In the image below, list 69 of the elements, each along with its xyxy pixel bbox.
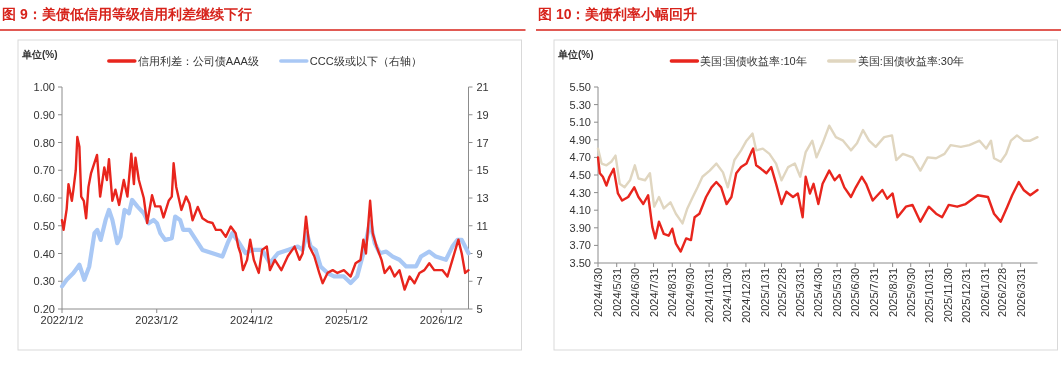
x-tick-label: 2024/5/31 [610, 268, 623, 317]
x-tick-label: 2025/11/30 [941, 268, 954, 323]
line-series [596, 147, 1039, 253]
y-tick-label: 0.30 [33, 275, 55, 288]
x-tick-label: 2024/7/31 [647, 268, 660, 317]
x-tick-label: 2026/1/31 [978, 268, 991, 317]
x-tick-label: 2024/6/30 [628, 268, 641, 317]
y-tick-label: 3.50 [569, 257, 591, 269]
x-tick-label: 2025/3/31 [793, 268, 806, 317]
x-tick-label: 2024/8/31 [665, 268, 678, 317]
x-tick-label: 2025/8/31 [886, 268, 899, 317]
legend-label: 信用利差：公司债AAA级 [137, 55, 259, 67]
y2-tick-label: 15 [476, 164, 489, 177]
x-tick-label: 2025/5/31 [830, 268, 843, 317]
x-tick-label: 2024/11/30 [720, 268, 733, 323]
y2-tick-label: 19 [476, 108, 489, 121]
y2-tick-label: 7 [476, 275, 483, 288]
x-tick-label: 2024/10/31 [702, 268, 715, 324]
y-tick-label: 4.90 [569, 133, 591, 146]
y-tick-label: 0.60 [33, 192, 55, 204]
x-tick-label: 2025/2/28 [775, 268, 788, 317]
line-series [60, 135, 470, 291]
y-tick-label: 0.40 [33, 247, 55, 260]
y-tick-label: 3.70 [569, 239, 591, 252]
line-series [596, 124, 1039, 225]
y-tick-label: 4.30 [569, 186, 591, 199]
y-tick-label: 0.50 [33, 219, 55, 232]
x-tick-label: 2024/1/2 [230, 314, 273, 326]
y2-tick-label: 5 [476, 303, 483, 315]
y-tick-label: 5.30 [569, 98, 591, 111]
y-tick-label: 1.00 [33, 81, 55, 93]
chart-title: 图 9：美债低信用等级信用利差继续下行 [2, 6, 252, 22]
x-tick-label: 2022/1/2 [40, 314, 84, 326]
legend-label: 美国:国债收益率:10年 [699, 55, 807, 67]
y-tick-label: 4.50 [569, 169, 591, 181]
x-tick-label: 2025/6/30 [848, 268, 861, 317]
x-tick-label: 2024/4/30 [591, 268, 604, 317]
x-tick-label: 2025/9/30 [904, 268, 917, 317]
legend-label: 美国:国债收益率:30年 [857, 55, 964, 67]
x-tick-label: 2024/9/30 [683, 268, 696, 317]
x-tick-label: 2025/1/31 [758, 268, 771, 317]
y-tick-label: 0.70 [33, 164, 55, 177]
y2-tick-label: 11 [476, 219, 488, 232]
x-tick-label: 2023/1/2 [135, 314, 179, 326]
y2-tick-label: 21 [476, 81, 489, 93]
x-tick-label: 2026/2/28 [995, 268, 1008, 317]
x-tick-label: 2025/7/31 [867, 268, 880, 317]
x-tick-label: 2025/10/31 [922, 268, 935, 324]
y-tick-label: 5.10 [569, 116, 591, 129]
y2-tick-label: 17 [476, 136, 489, 149]
y-tick-label: 0.20 [33, 303, 55, 315]
y-tick-label: 4.70 [569, 151, 591, 164]
y-tick-label: 5.50 [569, 81, 591, 93]
y-tick-label: 0.90 [33, 108, 55, 121]
y-tick-label: 3.90 [569, 221, 591, 234]
y-axis-title: 单位(%) [556, 49, 594, 60]
y-tick-label: 4.10 [569, 204, 591, 217]
x-tick-label: 2025/12/31 [959, 268, 972, 324]
y-axis-title: 单位(%) [21, 49, 58, 60]
x-tick-label: 2024/12/31 [739, 268, 752, 324]
legend-label: CCC级或以下（右轴） [309, 55, 422, 67]
x-tick-label: 2025/4/30 [811, 268, 824, 317]
y2-tick-label: 13 [476, 192, 489, 204]
x-tick-label: 2026/1/2 [419, 314, 463, 326]
y-tick-label: 0.80 [33, 136, 55, 149]
x-tick-label: 2025/1/2 [325, 314, 368, 326]
y2-tick-label: 9 [476, 247, 483, 260]
x-tick-label: 2026/3/31 [1014, 268, 1027, 317]
chart-title: 图 10：美债利率小幅回升 [537, 6, 697, 22]
